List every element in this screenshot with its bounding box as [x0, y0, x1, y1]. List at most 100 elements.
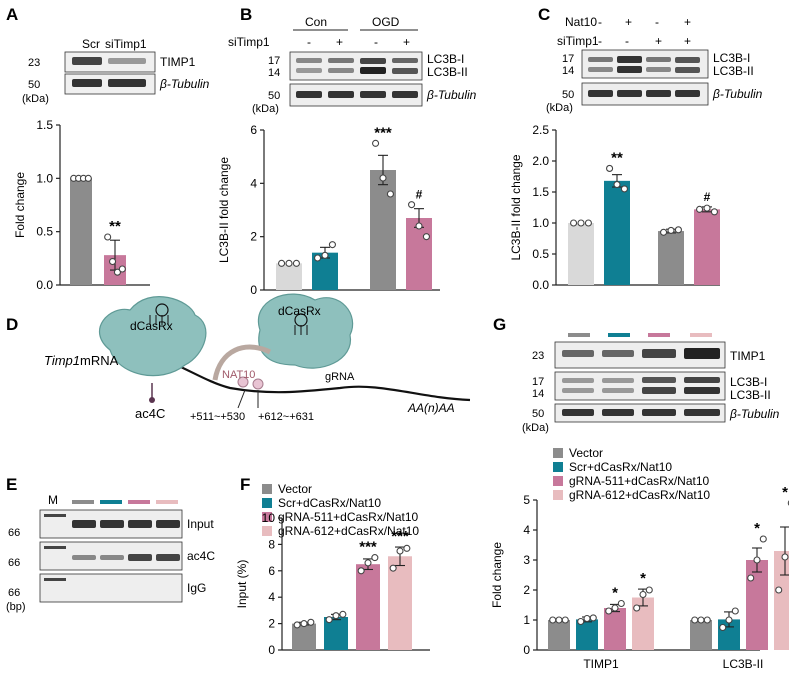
y-tick-label: 1.0 — [532, 216, 549, 230]
site1-label: +511~+530 — [190, 411, 245, 423]
data-point — [719, 623, 727, 632]
data-point — [570, 219, 578, 227]
blot-b-sign: + — [336, 35, 343, 49]
y-tick-label: 5 — [523, 493, 530, 507]
blot-g-marker-17: 17 — [532, 376, 544, 388]
blot-c-band — [675, 57, 700, 63]
gel-e-band — [72, 555, 96, 560]
y-tick-label: 0 — [250, 283, 257, 297]
blot-g-band — [562, 350, 594, 357]
data-point — [781, 553, 789, 561]
data-point — [415, 222, 423, 230]
blot-b-band — [328, 58, 354, 63]
gel-e-band — [100, 520, 124, 528]
y-axis-label: LC3B-II fold change — [217, 157, 231, 263]
blot-c-sign: + — [684, 15, 691, 29]
gel-e-band-input: Input — [187, 517, 214, 531]
polya-tail: AA(n)AA — [407, 401, 455, 415]
significance-mark: *** — [359, 539, 377, 556]
significance-mark: * — [754, 520, 760, 537]
data-point — [357, 567, 365, 575]
data-point — [674, 226, 682, 234]
nat10-linker — [212, 344, 272, 381]
blot-a-lane-sitimp1: siTimp1 — [105, 37, 147, 51]
blot-b-band — [296, 68, 322, 73]
data-point — [403, 544, 411, 552]
nat10-site — [237, 376, 249, 388]
data-point — [703, 204, 711, 212]
blot-c: Nat10 - + - + siTimp1 - - + + 17 14 50 (… — [546, 15, 763, 114]
gel-e-marker: 66 — [8, 527, 20, 539]
y-tick-label: 2 — [523, 583, 530, 597]
legend-g-item: Vector — [569, 446, 603, 460]
blot-b-marker-17: 17 — [268, 55, 280, 67]
dcasrx-left — [98, 296, 207, 377]
bar — [774, 551, 789, 650]
chart-a: 0.0 0.5 1.0 1.5 Fold change ** — [13, 118, 150, 292]
blot-a-band — [72, 79, 102, 87]
gel-e-band — [128, 520, 152, 528]
blot-b-band-lc3bii: LC3B-II — [427, 65, 468, 79]
blot-b-tubulin-frame — [289, 83, 423, 107]
blot-a-marker-50: 50 — [28, 79, 40, 91]
blot-c-band-lc3bii: LC3B-II — [713, 64, 754, 78]
data-point — [775, 586, 783, 594]
blot-c-band — [588, 57, 613, 62]
blot-c-sign: + — [684, 34, 691, 48]
nat10-label: NAT10 — [222, 369, 255, 381]
blot-c-band — [588, 67, 613, 72]
y-tick-label: 1.5 — [36, 118, 53, 132]
gel-e-marker: 66 — [8, 587, 20, 599]
panel-letter-a: A — [6, 5, 18, 24]
data-point — [364, 559, 372, 567]
blot-b-band — [328, 68, 354, 73]
blot-g-lane-key — [568, 333, 590, 337]
data-point — [113, 268, 121, 276]
blot-c-marker-14: 14 — [562, 65, 574, 77]
bar — [276, 263, 302, 290]
bar — [604, 608, 626, 650]
bar — [690, 620, 712, 650]
grna-loop-right — [294, 313, 308, 327]
bar — [356, 564, 380, 650]
blot-a-band — [108, 58, 146, 64]
blot-a-lane-scr: Scr — [82, 37, 100, 51]
data-point — [617, 599, 625, 608]
blot-c-sign: + — [655, 34, 662, 48]
blot-c-marker-17: 17 — [562, 53, 574, 65]
chart-f: 0 2 4 6 8 10 Input (%) *** *** — [235, 511, 430, 657]
grna-hairpin-right — [294, 325, 308, 335]
blot-c-band — [646, 57, 671, 62]
panel-letter-c: C — [538, 5, 550, 24]
dcasrx-left-label: dCasRx — [130, 319, 173, 333]
blot-a: Scr siTimp1 23 50 (kDa) TIMP1 β-Tubulin — [22, 37, 210, 105]
ac4c-dot — [149, 397, 155, 403]
blot-b-sign: + — [403, 35, 410, 49]
data-point — [606, 164, 614, 172]
blot-g-lane-key — [648, 333, 670, 337]
data-point — [555, 616, 563, 624]
data-point — [386, 190, 394, 198]
blot-c-band — [617, 66, 642, 73]
blot-c-band-tubulin: β-Tubulin — [712, 87, 763, 101]
blot-g-band — [684, 409, 720, 416]
legend-f-item: gRNA-511+dCasRx/Nat10 — [278, 510, 419, 524]
legend-swatch — [553, 490, 563, 500]
legend-g-item: gRNA-511+dCasRx/Nat10 — [569, 474, 710, 488]
significance-mark: ** — [109, 218, 121, 235]
gel-e-lane-key — [156, 500, 178, 504]
y-tick-label: 2 — [250, 230, 257, 244]
blot-c-sign: - — [655, 15, 659, 29]
y-axis-label: Fold change — [13, 172, 27, 238]
bar — [694, 209, 720, 285]
bar — [568, 223, 594, 285]
data-point — [104, 233, 112, 241]
data-point — [561, 616, 569, 624]
site1-pointer — [237, 389, 246, 409]
y-tick-label: 1.0 — [36, 171, 53, 185]
blot-g-band — [642, 377, 676, 383]
blot-b-band — [296, 91, 322, 98]
grna-hairpin-left — [149, 315, 169, 325]
data-point — [278, 259, 286, 267]
blot-b-sign: - — [374, 35, 378, 49]
